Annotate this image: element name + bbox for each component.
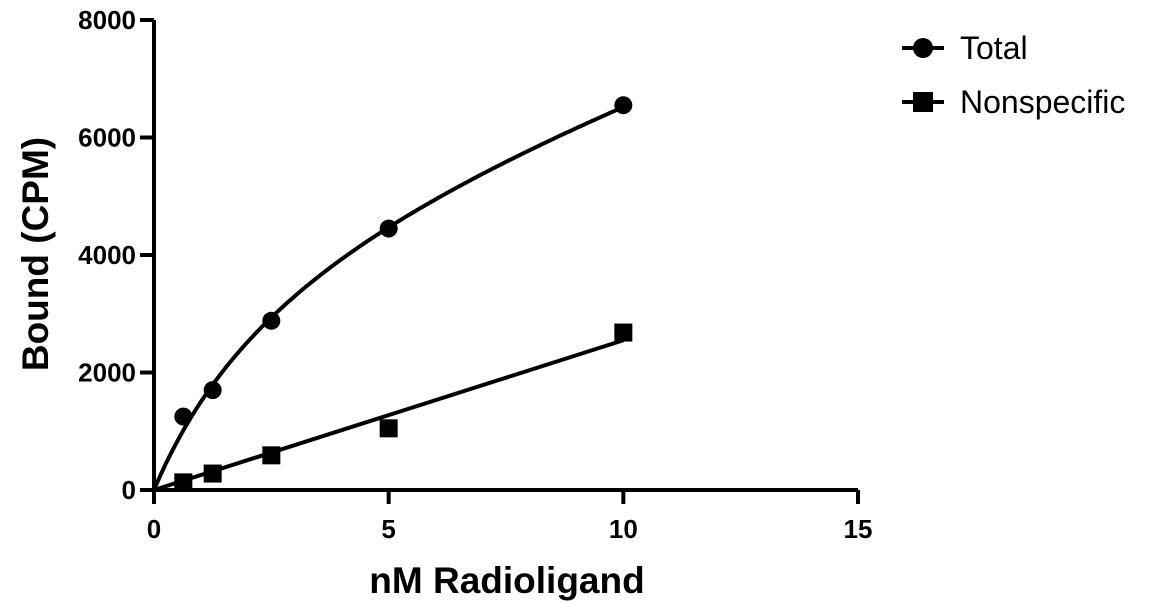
- nonspecific-point: [262, 446, 281, 465]
- y-tick-label: 0: [122, 475, 136, 505]
- y-tick-label: 2000: [78, 358, 136, 388]
- plot-area: [152, 96, 633, 492]
- nonspecific-point: [203, 464, 222, 483]
- y-axis-title: Bound (CPM): [15, 137, 56, 371]
- legend-label-nonspecific: Nonspecific: [960, 84, 1125, 120]
- nonspecific-point: [614, 323, 633, 342]
- total-point: [174, 407, 193, 426]
- legend: Total Nonspecific: [902, 30, 1125, 120]
- axes: 0 2000 4000 6000 8000 0 5 10 15: [78, 5, 872, 544]
- legend-item-total: Total: [902, 30, 1028, 66]
- y-ticks: 0 2000 4000 6000 8000: [78, 5, 154, 505]
- legend-marker-square: [913, 92, 933, 112]
- legend-label-total: Total: [960, 30, 1028, 66]
- x-tick-label: 0: [147, 514, 161, 544]
- y-tick-label: 8000: [78, 5, 136, 35]
- legend-item-nonspecific: Nonspecific: [902, 84, 1125, 120]
- total-point: [262, 311, 281, 330]
- total-point: [379, 219, 398, 238]
- total-point: [203, 381, 222, 400]
- y-tick-label: 4000: [78, 240, 136, 270]
- x-tick-label: 5: [381, 514, 395, 544]
- x-axis-title: nM Radioligand: [369, 560, 644, 601]
- y-tick-label: 6000: [78, 123, 136, 153]
- x-tick-label: 15: [844, 514, 873, 544]
- nonspecific-point: [379, 419, 398, 438]
- nonspecific-point: [174, 473, 193, 492]
- data-points: [174, 96, 633, 492]
- x-tick-label: 10: [609, 514, 638, 544]
- fit-line-nonspecific: [153, 338, 624, 492]
- x-ticks: 0 5 10 15: [147, 490, 873, 544]
- total-point: [614, 96, 633, 115]
- legend-marker-circle: [913, 38, 933, 58]
